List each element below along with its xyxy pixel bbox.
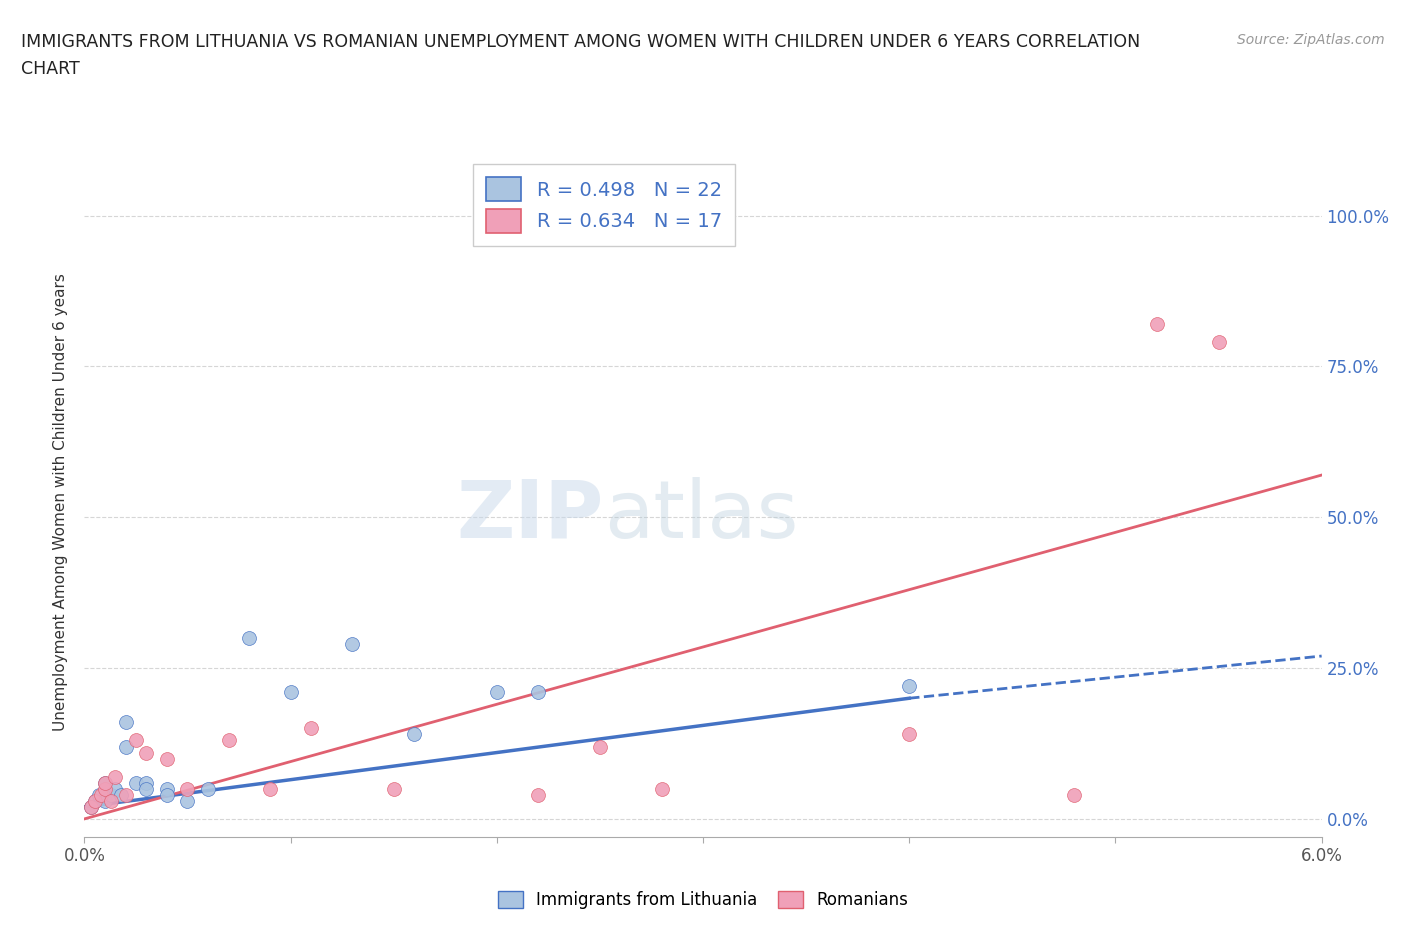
Point bbox=[79, 800, 101, 815]
Point bbox=[110, 788, 132, 803]
Point bbox=[176, 781, 198, 796]
Point bbox=[114, 739, 136, 754]
Point bbox=[79, 800, 101, 815]
Text: Source: ZipAtlas.com: Source: ZipAtlas.com bbox=[1237, 33, 1385, 46]
Point bbox=[94, 793, 117, 808]
Point bbox=[125, 776, 148, 790]
Point bbox=[589, 739, 612, 754]
Point bbox=[197, 781, 219, 796]
Point bbox=[135, 745, 157, 760]
Point bbox=[299, 721, 322, 736]
Point bbox=[156, 788, 179, 803]
Point bbox=[100, 788, 122, 803]
Point bbox=[87, 788, 110, 803]
Point bbox=[83, 793, 105, 808]
Point bbox=[94, 776, 117, 790]
Point bbox=[259, 781, 281, 796]
Point bbox=[125, 733, 148, 748]
Point bbox=[404, 727, 426, 742]
Text: IMMIGRANTS FROM LITHUANIA VS ROMANIAN UNEMPLOYMENT AMONG WOMEN WITH CHILDREN UND: IMMIGRANTS FROM LITHUANIA VS ROMANIAN UN… bbox=[21, 33, 1140, 50]
Point bbox=[94, 776, 117, 790]
Point bbox=[280, 684, 302, 699]
Point bbox=[238, 631, 260, 645]
Point bbox=[382, 781, 405, 796]
Point bbox=[898, 679, 921, 694]
Point bbox=[83, 793, 105, 808]
Text: ZIP: ZIP bbox=[457, 476, 605, 554]
Point bbox=[156, 751, 179, 766]
Point bbox=[90, 788, 112, 803]
Point bbox=[1146, 317, 1168, 332]
Point bbox=[114, 788, 136, 803]
Point bbox=[100, 793, 122, 808]
Point bbox=[176, 793, 198, 808]
Point bbox=[218, 733, 240, 748]
Text: CHART: CHART bbox=[21, 60, 80, 78]
Point bbox=[651, 781, 673, 796]
Point bbox=[342, 636, 364, 651]
Point bbox=[527, 788, 550, 803]
Point bbox=[104, 781, 127, 796]
Point bbox=[114, 715, 136, 730]
Point bbox=[104, 769, 127, 784]
Point bbox=[1063, 788, 1085, 803]
Legend: Immigrants from Lithuania, Romanians: Immigrants from Lithuania, Romanians bbox=[492, 884, 914, 916]
Text: atlas: atlas bbox=[605, 476, 799, 554]
Point bbox=[94, 781, 117, 796]
Point bbox=[156, 781, 179, 796]
Point bbox=[527, 684, 550, 699]
Point bbox=[135, 781, 157, 796]
Y-axis label: Unemployment Among Women with Children Under 6 years: Unemployment Among Women with Children U… bbox=[53, 273, 69, 731]
Point bbox=[1208, 335, 1230, 350]
Point bbox=[135, 776, 157, 790]
Point bbox=[485, 684, 508, 699]
Point bbox=[898, 727, 921, 742]
